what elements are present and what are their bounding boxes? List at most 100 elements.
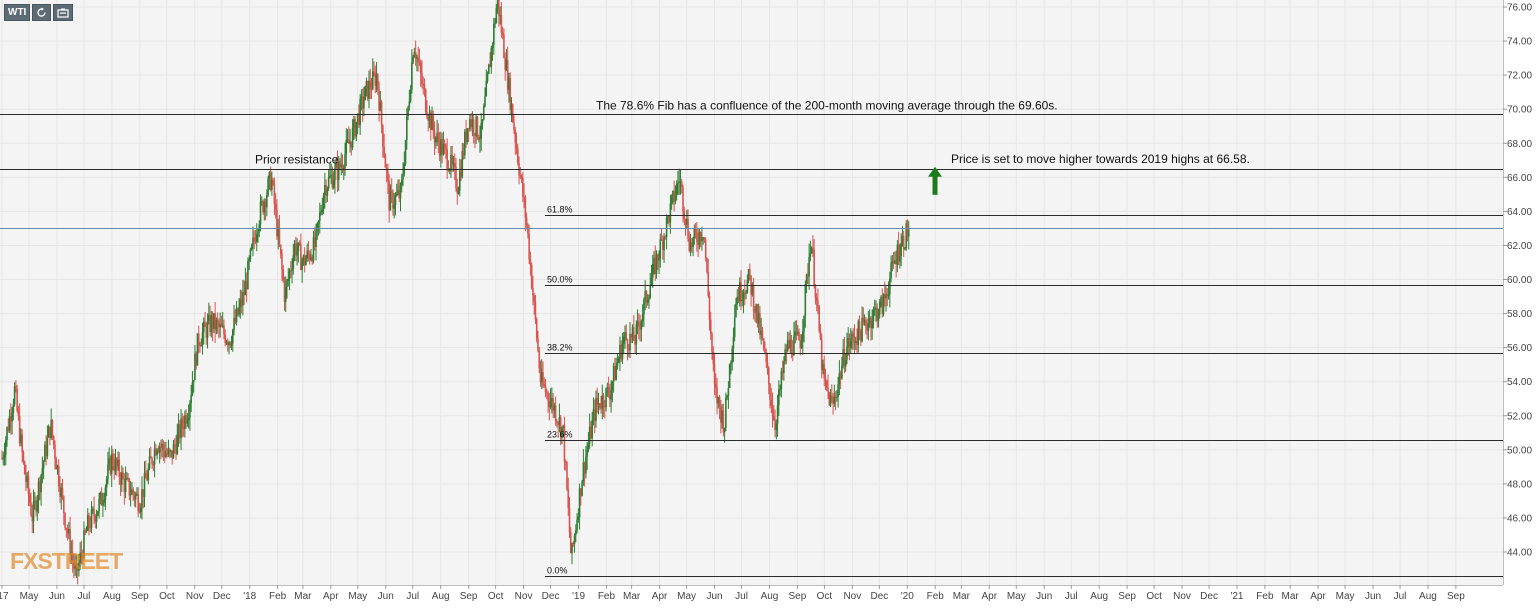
candle-body <box>206 321 209 338</box>
candle-body <box>781 371 784 374</box>
candle-body <box>573 535 576 545</box>
candle-body <box>735 303 737 318</box>
candle-body <box>883 294 886 299</box>
candle-body <box>505 60 508 71</box>
x-tick-label: Dec <box>542 591 560 602</box>
candle-body <box>587 443 590 451</box>
candle-body <box>881 296 884 315</box>
candle-body <box>163 450 166 457</box>
candle-body <box>355 122 358 137</box>
candle-body <box>607 387 610 395</box>
candle-body <box>330 174 332 177</box>
candle-body <box>706 258 708 272</box>
candle-body <box>783 361 785 374</box>
candle-body <box>244 281 247 296</box>
candle-body <box>88 515 90 527</box>
candle-body <box>803 315 805 332</box>
y-tick-label: 46.00 <box>1507 513 1532 524</box>
candle-body <box>896 244 899 265</box>
candle-body <box>315 230 317 247</box>
candle-body <box>516 148 519 164</box>
candle-body <box>11 412 13 422</box>
candle-body <box>2 457 5 459</box>
y-tick-label: 56.00 <box>1507 343 1532 354</box>
candle-body <box>437 132 440 143</box>
candle-body <box>639 326 641 330</box>
candle-body <box>606 387 609 389</box>
x-tick-label: Oct <box>159 591 175 602</box>
candle-body <box>109 458 112 474</box>
candle-body <box>387 171 389 181</box>
candle-body <box>47 426 50 438</box>
x-tick-label: Feb <box>598 591 616 602</box>
candle-body <box>108 458 110 465</box>
candle-body <box>476 116 479 138</box>
candle-body <box>597 403 600 405</box>
candle-body <box>148 456 151 469</box>
candle-body <box>464 131 466 156</box>
candle-body <box>137 493 139 512</box>
candle-body <box>477 137 480 140</box>
candle-body <box>433 131 436 143</box>
candle-body <box>332 180 335 188</box>
candle-body <box>708 295 711 320</box>
candle-body <box>83 530 85 559</box>
candle-body <box>263 201 266 213</box>
candle-body <box>277 227 279 237</box>
candle-body <box>128 478 131 496</box>
x-tick-label: Mar <box>1282 591 1300 602</box>
candle-body <box>514 130 517 143</box>
candle-body <box>723 427 726 433</box>
candle-body <box>802 331 804 342</box>
y-tick-label: 44.00 <box>1507 548 1532 559</box>
candle-body <box>576 519 578 531</box>
candle-body <box>1 458 3 460</box>
symbol-button[interactable]: WTI <box>4 4 31 21</box>
candle-body <box>124 479 127 493</box>
candle-body <box>298 242 301 245</box>
candle-body <box>331 174 334 188</box>
candle-body <box>342 168 345 170</box>
up-arrow-shaft <box>932 174 938 195</box>
screenshot-button[interactable] <box>53 4 74 21</box>
x-tick-label: Sep <box>460 591 478 602</box>
refresh-button[interactable] <box>32 4 52 21</box>
candle-body <box>278 227 281 245</box>
y-tick-label: 48.00 <box>1507 479 1532 490</box>
candle-body <box>421 73 423 85</box>
candle-body <box>438 142 441 156</box>
x-tick-label: Dec <box>1200 591 1218 602</box>
candle-body <box>554 405 557 422</box>
y-tick-label: 52.00 <box>1507 411 1532 422</box>
candle-body <box>389 190 392 211</box>
candle-body <box>190 394 192 404</box>
candle-body <box>378 89 380 111</box>
candle-body <box>779 389 781 391</box>
candle-body <box>457 190 460 194</box>
candle-body <box>655 254 658 274</box>
candle-body <box>344 153 346 169</box>
fib-level-label: 23.6% <box>547 430 573 440</box>
candle-body <box>629 333 631 351</box>
candle-body <box>255 234 258 242</box>
candle-body <box>612 365 615 382</box>
candle-body <box>767 368 770 384</box>
candle-body <box>470 118 472 128</box>
candle-body <box>764 348 766 353</box>
candle-body <box>423 84 426 90</box>
candle-body <box>231 329 234 344</box>
candle-body <box>653 257 655 264</box>
candle-body <box>161 443 163 448</box>
candle-body <box>73 560 75 569</box>
candle-body <box>474 133 476 137</box>
candle-body <box>832 399 834 404</box>
candle-body <box>511 104 514 123</box>
candle-body <box>747 269 750 281</box>
candle-body <box>604 406 606 408</box>
candle-body <box>525 217 528 225</box>
candle-body <box>737 296 740 302</box>
candle-body <box>365 80 368 87</box>
candle-body <box>56 465 59 470</box>
candle-body <box>226 342 229 345</box>
